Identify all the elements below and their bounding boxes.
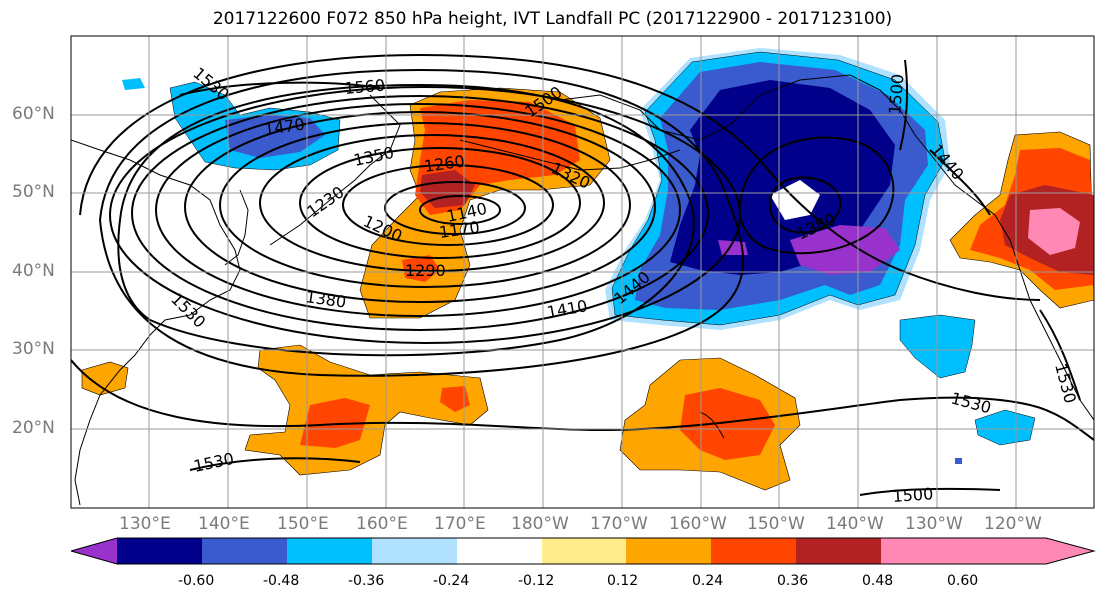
colorbar-tick-label: 0.60 [947, 573, 979, 589]
colorbar-segment [457, 538, 542, 564]
map-title: 2017122600 F072 850 hPa height, IVT Land… [212, 9, 893, 29]
contour-1500-c [899, 59, 909, 151]
shade-orange-westsmall [81, 361, 129, 396]
shade-red-st1 [300, 398, 370, 448]
contour-1350 [155, 103, 681, 317]
contour-1470 [98, 68, 744, 377]
shade-cyan-east [974, 409, 1036, 446]
lon-label: 170°E [434, 514, 486, 534]
lon-label: 130°W [905, 514, 963, 534]
contour-label: 1290 [405, 261, 446, 280]
lon-label: 150°W [747, 514, 805, 534]
colorbar-tick-label: 0.48 [862, 573, 894, 589]
hawaii [699, 411, 725, 439]
shade-cyan-small1 [122, 78, 145, 90]
contour-1170 [384, 181, 526, 235]
colorbar-segment [202, 538, 287, 564]
colorbar-tick-label: -0.60 [178, 573, 215, 589]
colorbar-tick-label: 0.24 [692, 573, 724, 589]
contour-low-ne [768, 176, 842, 234]
colorbar-segment [372, 538, 457, 564]
contour-label: 1560 [344, 76, 386, 98]
coast-asia [71, 139, 241, 506]
contour-1530-c [1039, 309, 1081, 401]
contour-1200 [342, 164, 554, 246]
lat-label: 20°N [12, 418, 55, 438]
contour-1500-a [79, 53, 1041, 301]
lat-label: 30°N [12, 339, 55, 359]
colorbar-segment [117, 538, 202, 564]
shade-pink-uswest [1028, 208, 1080, 255]
coast-japan [224, 189, 249, 266]
contour-1530-b [189, 457, 361, 471]
contour-label: 1500 [892, 484, 934, 506]
lat-label: 60°N [12, 104, 55, 124]
lon-label: 160°E [356, 514, 408, 534]
contour-1560 [179, 81, 381, 96]
graticule [71, 36, 1094, 508]
colorbar-tick-label: -0.36 [348, 573, 385, 589]
contour-1290 [219, 122, 631, 288]
aleutians [459, 139, 681, 171]
colorbar-tick-label: -0.12 [518, 573, 555, 589]
shade-red-hawaii [680, 388, 775, 460]
colorbar [70, 537, 1096, 565]
contour-1320 [184, 111, 656, 303]
shade-red-small [402, 255, 440, 282]
lat-label: 40°N [12, 261, 55, 281]
lat-label: 50°N [12, 182, 55, 202]
shade-blue-dot [955, 458, 962, 464]
colorbar-tick-label: -0.24 [433, 573, 470, 589]
colorbar-tick-label: -0.48 [263, 573, 300, 589]
colorbar-segment [287, 538, 372, 564]
colorbar-tick-label: 0.36 [777, 573, 809, 589]
contour-1380 [131, 95, 709, 331]
shade-purple-ne [790, 225, 900, 275]
colorbar-segment [626, 538, 711, 564]
lon-label: 140°E [198, 514, 250, 534]
contour-1230 [299, 147, 581, 259]
coast-alaska [559, 74, 1094, 421]
lon-label: 150°E [277, 514, 329, 534]
contour-1500-b [859, 487, 1001, 496]
colorbar-outline [70, 537, 1096, 565]
shade-red-st2 [440, 386, 470, 412]
contour-1140 [419, 195, 501, 225]
contour-low-ne2 [738, 136, 895, 255]
lon-label: 140°W [826, 514, 884, 534]
lon-label: 130°E [119, 514, 171, 534]
lon-label: 180°W [511, 514, 569, 534]
lon-label: 120°W [984, 514, 1042, 534]
colorbar-segment [796, 538, 881, 564]
lon-label: 160°W [669, 514, 727, 534]
colorbar-segment [881, 538, 966, 564]
colorbar-extend-low [71, 538, 117, 564]
lon-label: 170°W [590, 514, 648, 534]
colorbar-segment [542, 538, 626, 564]
contour-label: 1500 [885, 73, 907, 115]
colorbar-segment [711, 538, 796, 564]
contour-1440 [117, 83, 695, 357]
plot-frame [70, 35, 1095, 509]
colorbar-extend-high [966, 538, 1094, 564]
colorbar-tick-label: 0.12 [607, 573, 639, 589]
contour-1260 [259, 134, 605, 272]
